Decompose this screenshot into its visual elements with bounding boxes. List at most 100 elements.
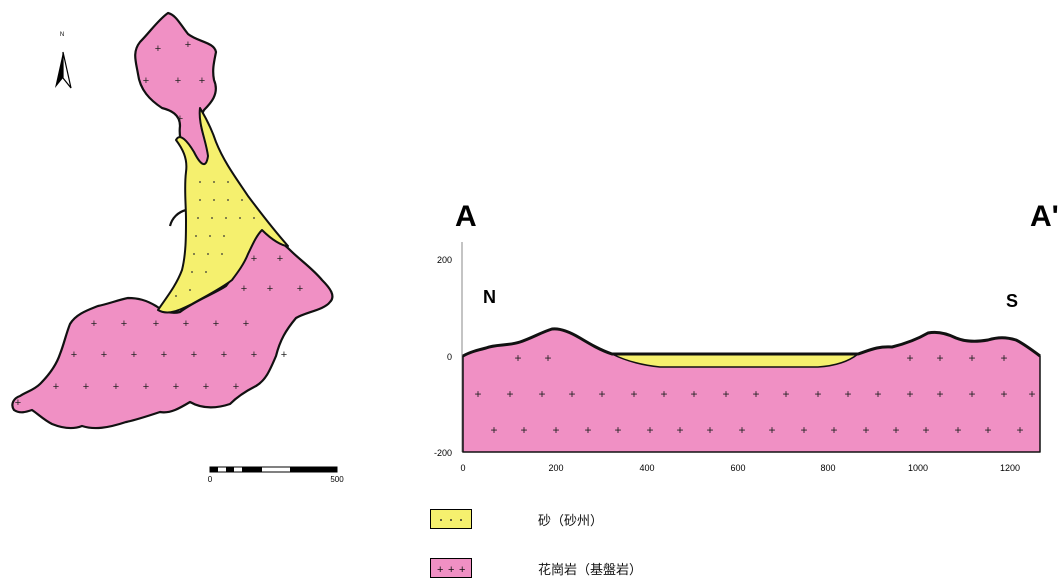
sand-dot-mark bbox=[207, 253, 209, 255]
granite-cross-mark: + bbox=[1028, 387, 1035, 401]
granite-cross-mark: + bbox=[1016, 423, 1023, 437]
svg-text:+: + bbox=[459, 564, 465, 576]
granite-cross-mark: + bbox=[968, 351, 975, 365]
granite-cross-mark: + bbox=[906, 351, 913, 365]
granite-cross-mark: + bbox=[874, 387, 881, 401]
sand-symbols bbox=[175, 181, 255, 297]
sand-dot-mark bbox=[197, 217, 199, 219]
sand-swatch bbox=[430, 509, 472, 529]
granite-cross-mark: + bbox=[862, 423, 869, 437]
lagoon-outline bbox=[168, 208, 187, 227]
granite-cross-mark: + bbox=[906, 387, 913, 401]
sand-dot-mark bbox=[241, 199, 243, 201]
x-tick-label: 200 bbox=[548, 463, 563, 473]
granite-cross-mark: + bbox=[203, 381, 209, 393]
sand-dot-mark bbox=[189, 289, 191, 291]
island-map bbox=[11, 11, 334, 430]
granite-cross-mark: + bbox=[241, 283, 247, 295]
legend-item-sand: 砂（砂州） bbox=[430, 509, 603, 529]
granite-cross-mark: + bbox=[1000, 351, 1007, 365]
sand-dot-mark bbox=[225, 217, 227, 219]
scale-label-500: 500 bbox=[330, 475, 344, 484]
granite-swatch: + + + bbox=[430, 558, 472, 578]
x-tick-label: 1000 bbox=[908, 463, 928, 473]
granite-cross-mark: + bbox=[191, 349, 197, 361]
sand-dot-mark bbox=[213, 199, 215, 201]
y-tick-label: -200 bbox=[434, 448, 452, 458]
granite-cross-mark: + bbox=[143, 381, 149, 393]
granite-cross-mark: + bbox=[251, 349, 257, 361]
granite-cross-mark: + bbox=[954, 423, 961, 437]
granite-cross-mark: + bbox=[614, 423, 621, 437]
sand-dot-mark bbox=[205, 271, 207, 273]
granite-cross-mark: + bbox=[101, 349, 107, 361]
granite-cross-mark: + bbox=[173, 381, 179, 393]
granite-cross-mark: + bbox=[630, 387, 637, 401]
granite-cross-mark: + bbox=[474, 387, 481, 401]
granite-symbols: + + + + + + + + + + + + + + + + + + + + + + + + + + + + + + + + + bbox=[15, 39, 303, 409]
granite-cross-mark: + bbox=[676, 423, 683, 437]
sand-dot-mark bbox=[213, 181, 215, 183]
x-tick-label: 0 bbox=[460, 463, 465, 473]
sand-dot-mark bbox=[209, 235, 211, 237]
granite-area-south bbox=[11, 226, 334, 430]
section-sand-body bbox=[611, 353, 861, 368]
granite-cross-mark: + bbox=[936, 351, 943, 365]
legend-label-granite: 花崗岩（基盤岩） bbox=[538, 562, 643, 578]
granite-cross-mark: + bbox=[153, 318, 159, 330]
legend-item-granite: + + + 花崗岩（基盤岩） bbox=[430, 558, 642, 578]
section-surface-line bbox=[462, 327, 1041, 358]
granite-cross-mark: + bbox=[297, 283, 303, 295]
north-arrow-icon bbox=[55, 51, 72, 89]
granite-cross-mark: + bbox=[738, 423, 745, 437]
granite-cross-mark: + bbox=[71, 349, 77, 361]
granite-cross-mark: + bbox=[538, 387, 545, 401]
granite-cross-mark: + bbox=[251, 253, 257, 265]
granite-cross-mark: + bbox=[660, 387, 667, 401]
granite-cross-mark: + bbox=[752, 387, 759, 401]
granite-cross-mark: + bbox=[243, 318, 249, 330]
granite-cross-mark: + bbox=[922, 423, 929, 437]
granite-cross-mark: + bbox=[844, 387, 851, 401]
section-end-label: A' bbox=[1030, 200, 1059, 233]
granite-cross-mark: + bbox=[183, 318, 189, 330]
granite-cross-mark: + bbox=[15, 397, 21, 409]
north-arrow-label: N bbox=[60, 32, 64, 38]
granite-cross-mark: + bbox=[281, 349, 287, 361]
x-tick-label: 400 bbox=[639, 463, 654, 473]
granite-cross-mark: + bbox=[936, 387, 943, 401]
granite-cross-mark: + bbox=[584, 423, 591, 437]
granite-cross-mark: + bbox=[722, 387, 729, 401]
sand-spit-area bbox=[157, 107, 289, 314]
scale-label-zero: 0 bbox=[208, 475, 213, 484]
granite-cross-mark: + bbox=[213, 318, 219, 330]
granite-cross-mark: + bbox=[514, 351, 521, 365]
scale-bar bbox=[209, 466, 338, 473]
granite-cross-mark: + bbox=[706, 423, 713, 437]
granite-cross-mark: + bbox=[768, 423, 775, 437]
section-south-label: S bbox=[1006, 291, 1018, 311]
granite-cross-mark: + bbox=[646, 423, 653, 437]
sand-dot-mark bbox=[239, 217, 241, 219]
granite-cross-mark: + bbox=[544, 351, 551, 365]
granite-cross-mark: + bbox=[155, 43, 161, 55]
granite-cross-mark: + bbox=[53, 381, 59, 393]
sand-dot-mark bbox=[191, 271, 193, 273]
granite-cross-mark: + bbox=[185, 39, 191, 51]
sand-dot-mark bbox=[211, 217, 213, 219]
granite-cross-mark: + bbox=[233, 381, 239, 393]
svg-text:+: + bbox=[448, 564, 454, 576]
granite-cross-mark: + bbox=[121, 318, 127, 330]
sand-dot-mark bbox=[175, 295, 177, 297]
granite-cross-mark: + bbox=[968, 387, 975, 401]
legend-label-sand: 砂（砂州） bbox=[538, 513, 604, 529]
sand-dot-mark bbox=[221, 253, 223, 255]
granite-cross-mark: + bbox=[83, 381, 89, 393]
sand-dot-mark bbox=[193, 253, 195, 255]
granite-cross-mark: + bbox=[490, 423, 497, 437]
sand-dot-mark bbox=[227, 181, 229, 183]
granite-cross-mark: + bbox=[552, 423, 559, 437]
sand-dot-mark bbox=[253, 217, 255, 219]
granite-cross-mark: + bbox=[161, 349, 167, 361]
y-tick-label: 0 bbox=[447, 352, 452, 362]
